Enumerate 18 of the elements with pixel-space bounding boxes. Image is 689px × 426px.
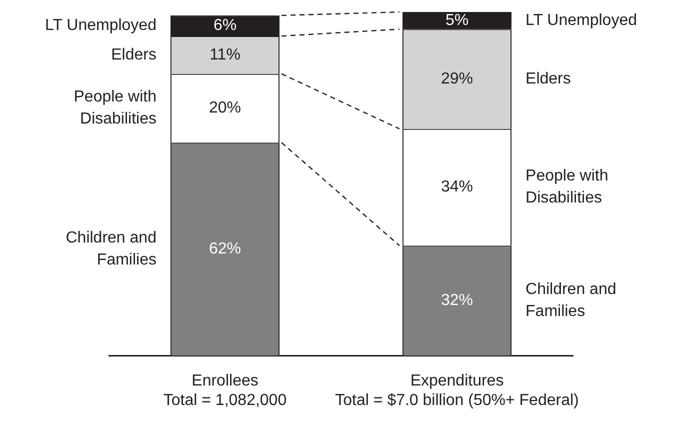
x-tick-label: Enrollees Total = 1,082,000	[163, 372, 287, 409]
series-label: Elders	[111, 46, 156, 64]
text: Children and Families	[526, 281, 616, 320]
data-label: 6%	[213, 17, 237, 34]
data-label: 29%	[440, 70, 474, 88]
series-label: People with Disabilities	[74, 88, 156, 128]
text: LT Unemployed	[526, 12, 637, 29]
data-label: 5%	[445, 12, 469, 29]
text: Elders	[526, 70, 571, 88]
series-label: LT Unemployed	[45, 17, 156, 34]
data-label: 11%	[210, 46, 240, 64]
text: People with Disabilities	[526, 168, 608, 207]
data-label: 32%	[440, 292, 474, 310]
x-tick-label: Expenditures Total = $7.0 billion (50%+ Federal)	[335, 372, 579, 409]
series-label: Children and Families	[66, 229, 156, 268]
data-label: 34%	[440, 178, 474, 196]
data-label: 62%	[208, 240, 242, 258]
data-label: 20%	[208, 100, 242, 117]
